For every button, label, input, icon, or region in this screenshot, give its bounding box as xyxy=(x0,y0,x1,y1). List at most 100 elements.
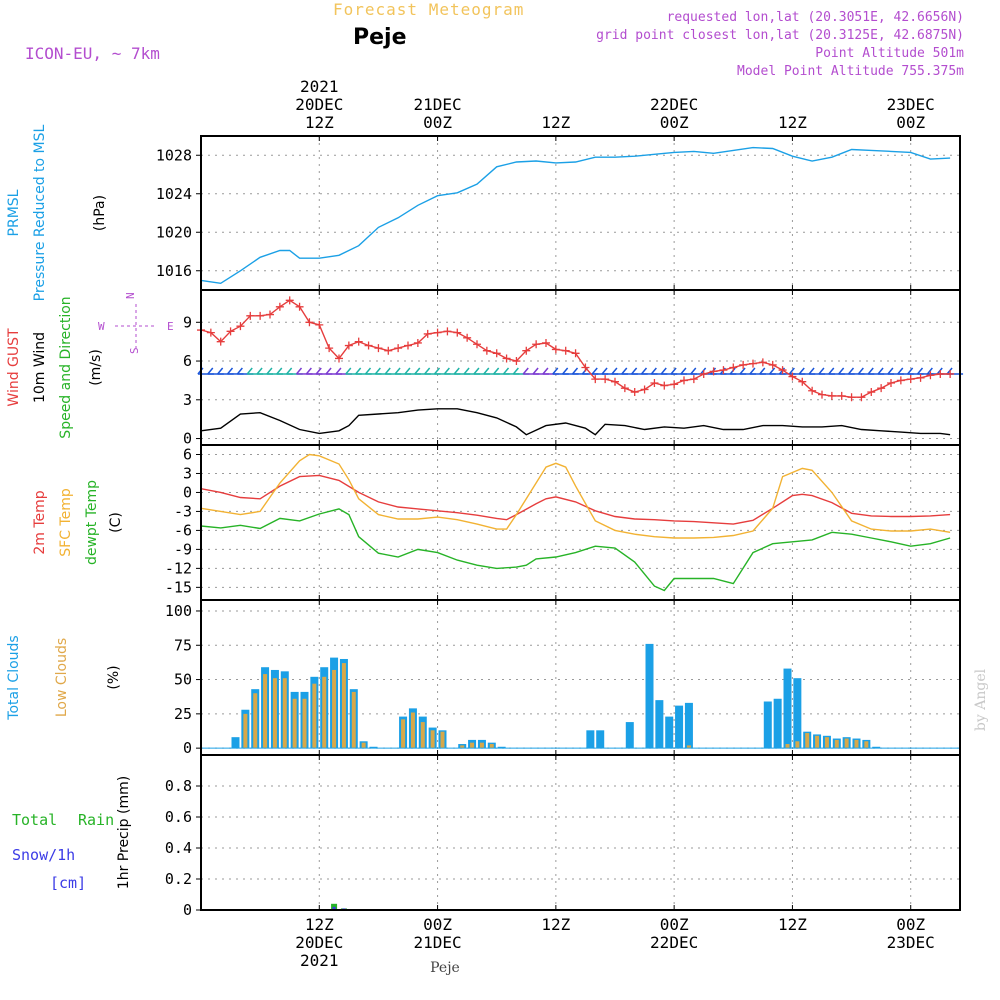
wind-barb xyxy=(828,367,835,375)
gust-marker xyxy=(443,327,452,336)
wind-barb xyxy=(364,367,372,375)
gust-marker xyxy=(571,349,580,358)
total-cloud-bar xyxy=(773,698,782,749)
gust-marker xyxy=(413,338,422,347)
wind-barb xyxy=(621,367,628,375)
wind-barb xyxy=(867,367,874,375)
wind-barb xyxy=(394,367,401,375)
low-cloud-bar xyxy=(292,698,297,749)
panel-frame xyxy=(200,289,961,446)
gust-marker xyxy=(906,375,915,384)
wind-barb xyxy=(788,367,795,375)
gust-marker xyxy=(364,341,373,350)
gust-marker xyxy=(689,375,698,384)
series-line xyxy=(200,408,951,436)
y-tick-label: 1024 xyxy=(156,185,192,203)
x-tick-label: 12Z xyxy=(778,915,807,934)
legend-rain: Rain xyxy=(78,811,114,829)
wind-barb xyxy=(443,367,450,375)
gust-marker xyxy=(256,311,265,320)
y-axis-label: 10m Wind xyxy=(32,332,48,403)
wind-barb xyxy=(818,367,825,375)
y-tick-label: 0.8 xyxy=(165,777,192,795)
wind-barb xyxy=(877,367,884,375)
wind-barb xyxy=(631,367,638,375)
x-top-label: 00Z xyxy=(896,113,925,132)
y-tick-label: 0 xyxy=(183,430,192,448)
low-cloud-bar xyxy=(854,739,859,749)
y-axis-label: (%) xyxy=(106,665,122,689)
gust-marker xyxy=(404,341,412,350)
y-tick-label: 0 xyxy=(183,901,192,919)
gust-marker xyxy=(473,340,481,349)
wind-barb xyxy=(897,367,904,375)
low-cloud-bar xyxy=(420,722,425,749)
wind-barb xyxy=(798,367,805,375)
series-line xyxy=(200,474,951,525)
total-cloud-bar xyxy=(655,700,664,749)
gust-marker xyxy=(206,328,215,337)
gust-marker xyxy=(216,337,225,346)
y-tick-label: 0.4 xyxy=(165,839,192,857)
y-tick-label: 6 xyxy=(183,352,192,370)
y-tick-label: -9 xyxy=(174,540,192,558)
gust-marker xyxy=(778,366,787,375)
x-tick-label: 20DEC xyxy=(295,933,343,952)
low-cloud-bar xyxy=(470,742,475,749)
x-tick-label: 22DEC xyxy=(650,933,698,952)
total-cloud-bar xyxy=(231,737,240,749)
wind-barb xyxy=(473,367,480,375)
wind-barb xyxy=(335,367,342,375)
wind-barb xyxy=(315,367,322,375)
x-top-label: 22DEC xyxy=(650,95,698,114)
x-top-label: 2021 xyxy=(300,77,339,96)
x-tick-label: 00Z xyxy=(896,915,925,934)
low-cloud-bar xyxy=(282,678,287,749)
low-cloud-bar xyxy=(489,744,494,749)
snow-bar xyxy=(332,906,336,910)
x-tick-label: 12Z xyxy=(305,915,334,934)
low-cloud-bar xyxy=(686,745,691,749)
gust-marker xyxy=(522,346,531,355)
wind-barb xyxy=(808,367,815,375)
wind-barb xyxy=(650,367,657,375)
series-line xyxy=(200,299,951,398)
gust-marker xyxy=(502,354,511,363)
gust-marker xyxy=(295,302,304,311)
wind-barb xyxy=(552,367,559,375)
low-cloud-bar xyxy=(815,735,820,749)
y-axis-label: Low Clouds xyxy=(54,638,70,717)
y-tick-label: -12 xyxy=(165,559,192,577)
gust-marker xyxy=(827,391,836,400)
low-cloud-bar xyxy=(351,691,356,749)
y-tick-label: 50 xyxy=(174,671,192,689)
wind-barb xyxy=(483,367,490,375)
gust-marker xyxy=(275,302,284,311)
low-cloud-bar xyxy=(479,742,484,749)
total-cloud-bar xyxy=(596,730,605,749)
x-top-label: 12Z xyxy=(305,113,334,132)
gust-marker xyxy=(226,327,235,336)
gust-marker xyxy=(877,384,886,393)
total-cloud-bar xyxy=(675,705,684,749)
low-cloud-bar xyxy=(341,663,346,749)
wind-barb xyxy=(404,367,411,375)
wind-barb xyxy=(611,367,618,375)
gust-marker xyxy=(581,363,590,372)
y-axis-label: (hPa) xyxy=(92,195,108,231)
gust-marker xyxy=(423,329,432,338)
low-cloud-bar xyxy=(401,719,406,749)
gust-marker xyxy=(749,359,757,368)
wind-barb xyxy=(345,367,352,375)
x-tick-label: 00Z xyxy=(423,915,452,934)
y-axis-label: Wind GUST xyxy=(6,328,22,407)
gust-marker xyxy=(729,363,738,372)
series-line xyxy=(200,146,951,285)
gust-marker xyxy=(670,380,679,389)
gust-marker xyxy=(591,375,600,384)
gust-marker xyxy=(660,381,669,390)
gust-marker xyxy=(561,346,570,355)
y-tick-label: 1016 xyxy=(156,262,192,280)
compass-e: E xyxy=(167,320,174,333)
